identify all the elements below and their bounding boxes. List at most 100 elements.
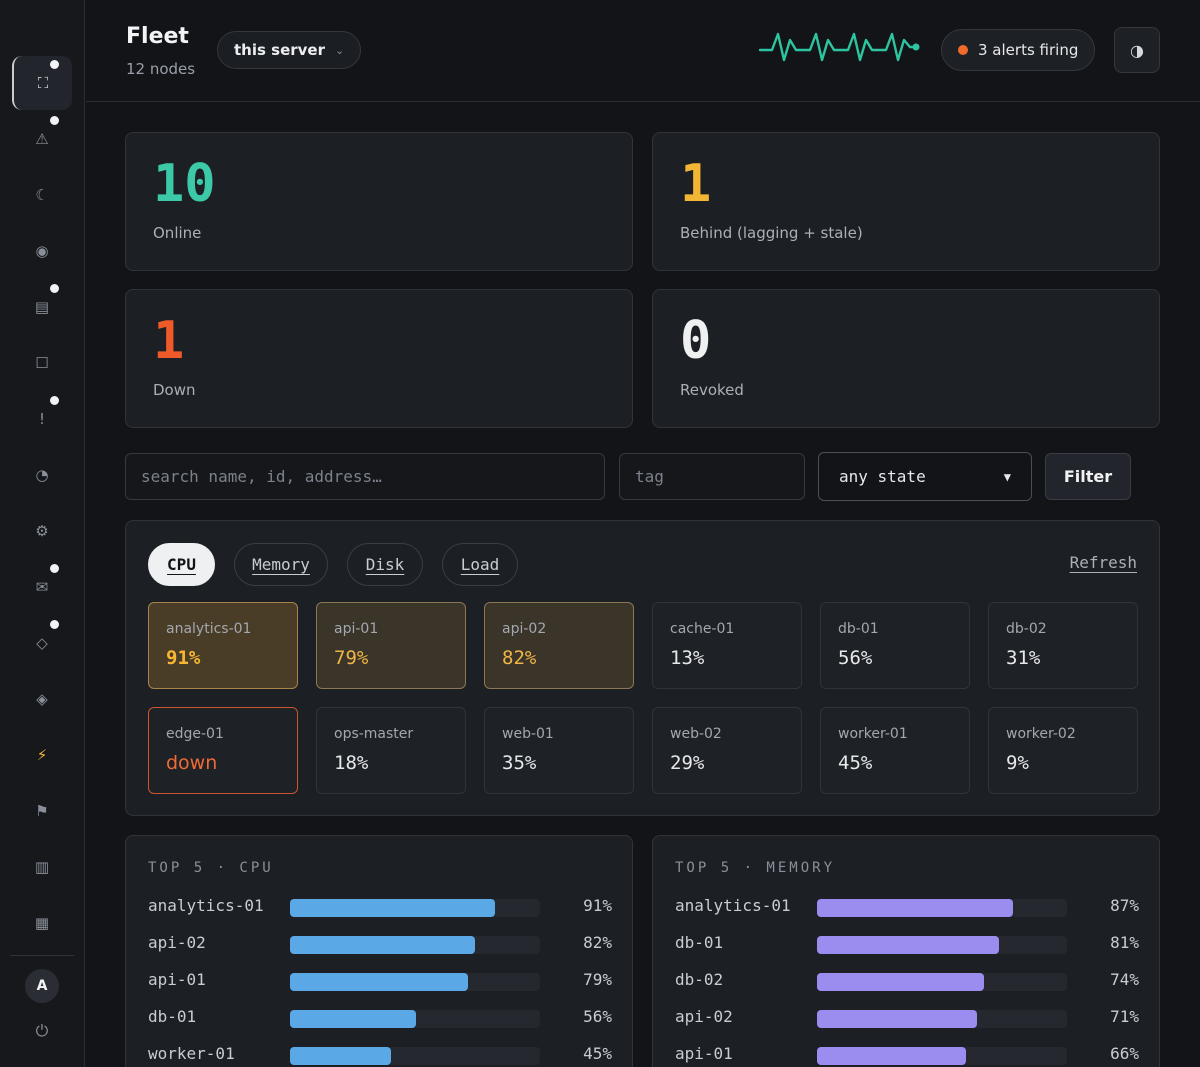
usage-bar-track [290, 1047, 540, 1065]
usage-bar-fill [290, 973, 468, 991]
node-name: api-01 [675, 1044, 733, 1063]
contrast-icon: ◑ [1130, 40, 1144, 60]
alert-status-dot [958, 45, 968, 55]
warning-icon: ⚠ [35, 130, 49, 148]
top5-row: db-02 74% [675, 970, 1139, 994]
stat-card-behind: 1 Behind (lagging + stale) [652, 132, 1160, 271]
sidebar-item-grid[interactable]: ▤ [12, 280, 72, 334]
filter-button[interactable]: Filter [1045, 453, 1131, 500]
usage-bar-fill [817, 936, 1000, 954]
node-tile[interactable]: web-02 29% [652, 707, 802, 794]
top5-row: api-02 82% [148, 933, 612, 957]
top5-row: db-01 81% [675, 933, 1139, 957]
sidebar-item-flag[interactable]: ⚑ [12, 784, 72, 838]
node-name: cache-01 [670, 621, 735, 637]
metrics-panel: CPU Memory Disk Load Refresh analytics-0… [125, 520, 1160, 816]
alerts-label: 3 alerts firing [978, 41, 1079, 59]
node-metric-value: 31% [1006, 647, 1041, 669]
stat-value: 1 [153, 311, 185, 371]
node-tile[interactable]: worker-01 45% [820, 707, 970, 794]
usage-bar-track [817, 899, 1067, 917]
node-tile[interactable]: cache-01 13% [652, 602, 802, 689]
record-icon: ◉ [35, 242, 49, 260]
node-tile[interactable]: worker-02 9% [988, 707, 1138, 794]
sidebar-item-grid-dense[interactable]: ▦ [12, 896, 72, 950]
sidebar-item-bolt[interactable]: ⚡ [12, 728, 72, 782]
tab-load[interactable]: Load [442, 543, 518, 586]
usage-value: 45% [583, 1044, 612, 1063]
notification-dot [50, 284, 59, 293]
sidebar-item-gear[interactable]: ⚙ [12, 504, 72, 558]
theme-toggle-button[interactable]: ◑ [1114, 27, 1160, 73]
avatar[interactable]: A [25, 969, 59, 1003]
usage-value: 74% [1110, 970, 1139, 989]
bolt-icon: ⚡ [36, 746, 48, 764]
sidebar-item-exclamation[interactable]: ! [12, 392, 72, 446]
node-tile[interactable]: web-01 35% [484, 707, 634, 794]
stat-label: Behind (lagging + stale) [680, 224, 863, 242]
node-tile[interactable]: edge-01 down [148, 707, 298, 794]
search-input[interactable] [125, 453, 605, 500]
top-bar: Fleet 12 nodes this server ⌄ 3 alerts fi… [86, 0, 1200, 102]
top5-row: analytics-01 91% [148, 896, 612, 920]
tag-input[interactable] [619, 453, 805, 500]
usage-value: 91% [583, 896, 612, 915]
diamond-icon: ◈ [36, 690, 48, 708]
sidebar-item-moon[interactable]: ☾ [12, 168, 72, 222]
power-icon[interactable]: ⏻ [35, 1021, 49, 1040]
sidebar-item-diamond-outline[interactable]: ◇ [12, 616, 72, 670]
usage-value: 81% [1110, 933, 1139, 952]
grid-dense-icon: ▦ [34, 914, 50, 932]
usage-bar-fill [817, 973, 984, 991]
node-name: web-01 [502, 726, 554, 742]
stat-value: 1 [680, 154, 712, 214]
page-title: Fleet [126, 24, 189, 49]
usage-value: 56% [583, 1007, 612, 1026]
node-tile[interactable]: db-02 31% [988, 602, 1138, 689]
node-name: web-02 [670, 726, 722, 742]
stat-label: Online [153, 224, 202, 242]
node-name: worker-01 [148, 1044, 235, 1063]
node-name: api-02 [502, 621, 547, 637]
sidebar-item-table[interactable]: ▥ [12, 840, 72, 894]
stat-value: 10 [153, 154, 216, 214]
node-name: db-02 [1006, 621, 1047, 637]
notification-dot [50, 116, 59, 125]
node-metric-value: 91% [166, 647, 201, 669]
usage-value: 79% [583, 970, 612, 989]
gear-icon: ⚙ [35, 522, 49, 540]
node-tile[interactable]: ops-master 18% [316, 707, 466, 794]
tab-cpu[interactable]: CPU [148, 543, 215, 586]
node-tile[interactable]: analytics-01 91% [148, 602, 298, 689]
usage-bar-track [817, 936, 1067, 954]
sidebar-item-diamond[interactable]: ◈ [12, 672, 72, 726]
node-name: edge-01 [166, 726, 224, 742]
top5-memory-panel: TOP 5 · MEMORY analytics-01 87% db-01 81% db… [652, 835, 1160, 1067]
alerts-indicator[interactable]: 3 alerts firing [941, 29, 1096, 71]
usage-value: 87% [1110, 896, 1139, 915]
state-select[interactable]: any state ▼ [818, 452, 1032, 501]
usage-bar-track [290, 936, 540, 954]
node-tile[interactable]: api-01 79% [316, 602, 466, 689]
refresh-link[interactable]: Refresh [1069, 553, 1137, 572]
server-selector[interactable]: this server ⌄ [217, 31, 362, 69]
tab-memory[interactable]: Memory [234, 543, 328, 586]
sidebar-item-pie[interactable]: ◔ [12, 448, 72, 502]
sidebar-item-square[interactable]: ☐ [12, 336, 72, 390]
node-metric-value: 13% [670, 647, 705, 669]
server-selector-label: this server [234, 41, 325, 59]
top5-row: analytics-01 87% [675, 896, 1139, 920]
heartbeat-icon [758, 32, 920, 62]
node-name: db-01 [148, 1007, 197, 1026]
sidebar-item-warning[interactable]: ⚠ [12, 112, 72, 166]
node-metric-value: 56% [838, 647, 873, 669]
sidebar-item-mail[interactable]: ✉ [12, 560, 72, 614]
usage-bar-track [290, 973, 540, 991]
node-tile[interactable]: db-01 56% [820, 602, 970, 689]
usage-bar-fill [290, 1047, 392, 1065]
notification-dot [50, 564, 59, 573]
node-tile[interactable]: api-02 82% [484, 602, 634, 689]
tab-disk[interactable]: Disk [347, 543, 423, 586]
sidebar-item-expand[interactable]: ⛶ [12, 56, 72, 110]
sidebar-item-record[interactable]: ◉ [12, 224, 72, 278]
